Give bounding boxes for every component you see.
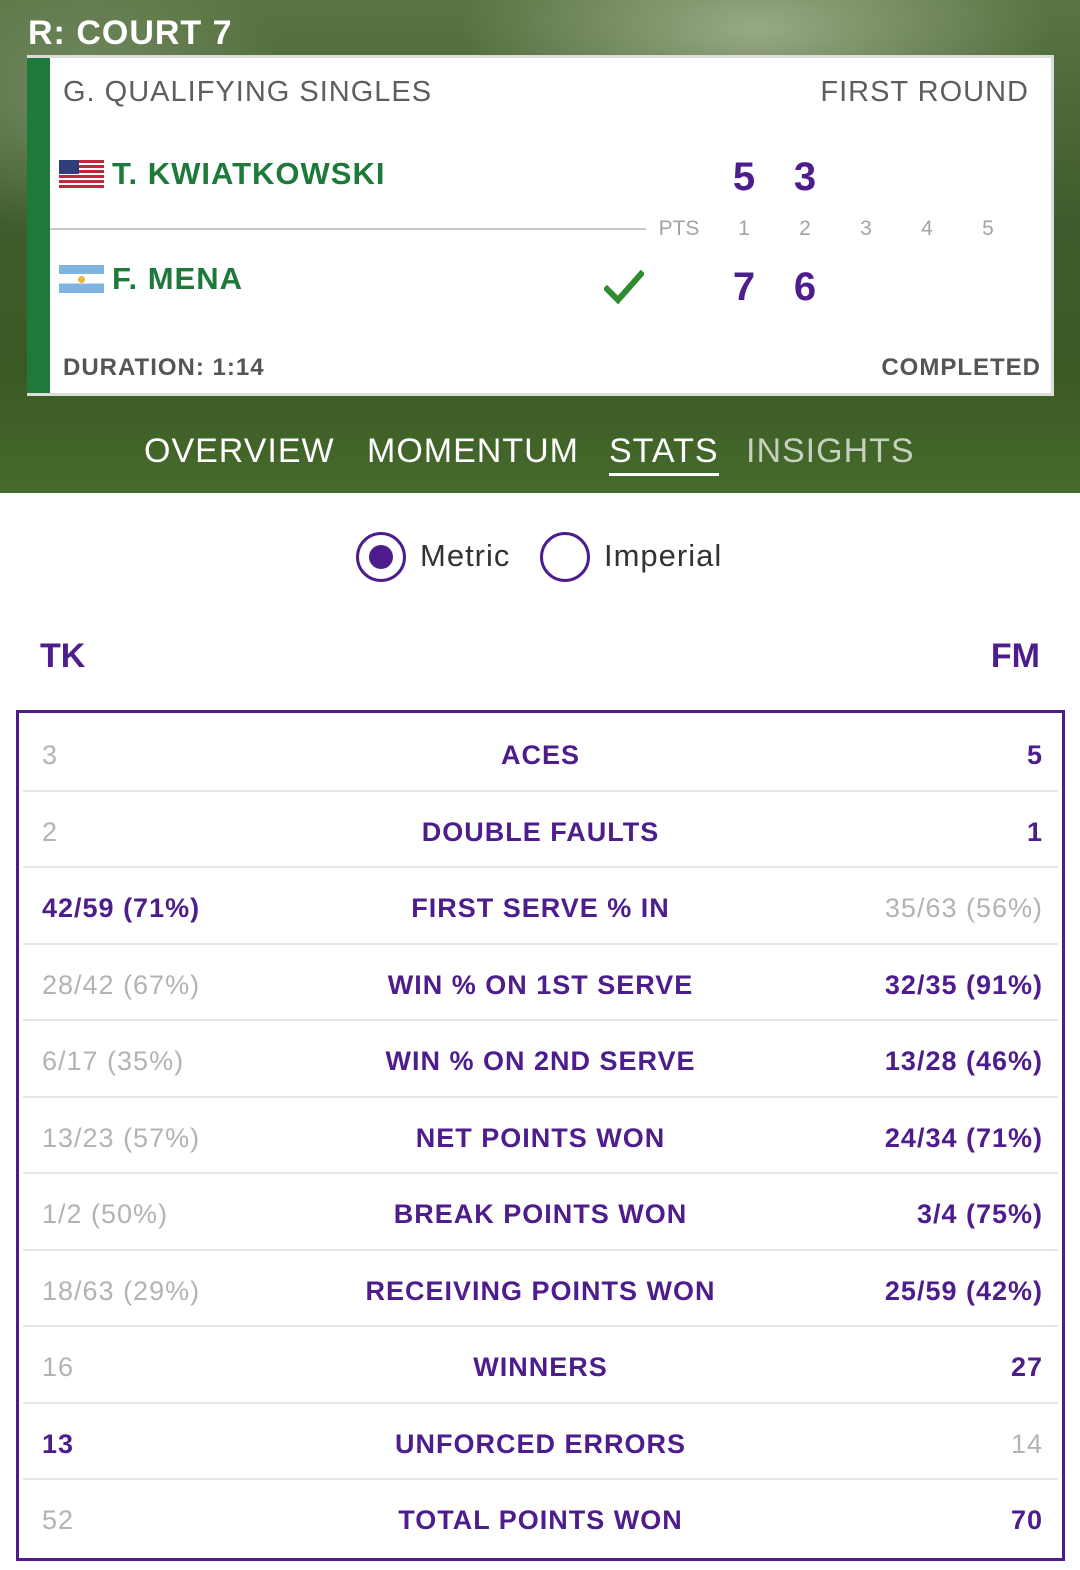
- stat-right-value: 35/63 (56%): [884, 893, 1043, 923]
- stat-right-value: 13/28 (46%): [884, 1046, 1043, 1076]
- stat-row: NET POINTS WON 13/23 (57%) 24/34 (71%): [23, 1098, 1058, 1174]
- radio-selected-dot: [369, 545, 393, 569]
- left-player-abbr: TK: [40, 637, 86, 675]
- player-row-2: F. MENA: [59, 261, 243, 297]
- stat-left-value: 18/63 (29%): [42, 1275, 201, 1306]
- set-header: 2: [799, 217, 811, 240]
- stat-row: WIN % ON 2ND SERVE 6/17 (35%) 13/28 (46%): [23, 1021, 1058, 1098]
- stat-label: TOTAL POINTS WON: [398, 1505, 683, 1535]
- stat-row: RECEIVING POINTS WON 18/63 (29%) 25/59 (42…: [23, 1251, 1058, 1327]
- stat-right-value: 24/34 (71%): [884, 1122, 1043, 1153]
- points-header: PTS: [658, 217, 700, 240]
- stat-left-value: 6/17 (35%): [42, 1046, 185, 1076]
- stat-right-value: 1: [1026, 816, 1043, 847]
- stat-left-value: 13/23 (57%): [42, 1122, 201, 1153]
- metric-radio[interactable]: [356, 532, 406, 582]
- stat-left-value: 52: [42, 1505, 75, 1535]
- stat-row: DOUBLE FAULTS 2 1: [23, 792, 1058, 868]
- stat-right-value: 32/35 (91%): [884, 969, 1043, 1000]
- tab-insights[interactable]: INSIGHTS: [746, 432, 915, 470]
- match-status: COMPLETED: [881, 354, 1041, 381]
- stat-label: DOUBLE FAULTS: [421, 816, 660, 847]
- stat-left-value: 3: [42, 740, 59, 770]
- set-header: 4: [921, 217, 933, 240]
- scoreboard-card[interactable]: G. QUALIFYING SINGLES FIRST ROUND T. KWI…: [27, 55, 1054, 396]
- stat-label: FIRST SERVE % IN: [411, 893, 670, 923]
- stat-row: TOTAL POINTS WON 52 70: [23, 1480, 1058, 1557]
- stat-label: WIN % ON 1ST SERVE: [387, 969, 694, 1000]
- stat-right-value: 70: [1010, 1505, 1043, 1535]
- stat-row: ACES 3 5: [23, 715, 1058, 792]
- set-score: 5: [732, 155, 756, 199]
- set-header: 3: [860, 217, 872, 240]
- match-duration: DURATION: 1:14: [63, 354, 265, 381]
- tab-overview[interactable]: OVERVIEW: [144, 432, 335, 470]
- set-header: 1: [738, 217, 750, 240]
- stat-left-value: 13: [42, 1428, 75, 1459]
- stat-right-value: 14: [1010, 1428, 1043, 1459]
- tab-stats[interactable]: STATS: [609, 432, 719, 476]
- scoreboard-accent-bar: [27, 58, 50, 393]
- stat-row: BREAK POINTS WON 1/2 (50%) 3/4 (75%): [23, 1174, 1058, 1251]
- stat-label: NET POINTS WON: [415, 1122, 666, 1153]
- stat-right-value: 5: [1026, 740, 1043, 770]
- stat-row: WIN % ON 1ST SERVE 28/42 (67%) 32/35 (91%): [23, 945, 1058, 1021]
- court-title: R: COURT 7: [28, 14, 233, 52]
- player-name: T. KWIATKOWSKI: [112, 156, 386, 191]
- set-score: 7: [732, 265, 756, 309]
- player-row-1: T. KWIATKOWSKI: [59, 156, 385, 192]
- unit-selector: Metric Imperial: [0, 530, 1080, 584]
- winner-check-icon: [604, 270, 644, 305]
- set-header: 5: [982, 217, 994, 240]
- imperial-radio[interactable]: [540, 532, 590, 582]
- imperial-label[interactable]: Imperial: [604, 538, 723, 573]
- usa-flag-icon: [59, 160, 104, 188]
- stat-row: UNFORCED ERRORS 13 14: [23, 1404, 1058, 1480]
- round-name: FIRST ROUND: [820, 76, 1029, 108]
- stat-label: WINNERS: [473, 1352, 608, 1382]
- argentina-flag-icon: [59, 265, 104, 293]
- stat-label: BREAK POINTS WON: [393, 1199, 688, 1229]
- tab-momentum[interactable]: MOMENTUM: [367, 432, 579, 470]
- stat-right-value: 25/59 (42%): [884, 1275, 1043, 1306]
- stat-left-value: 28/42 (67%): [42, 969, 201, 1000]
- stat-label: RECEIVING POINTS WON: [365, 1275, 716, 1306]
- stats-table: ACES 3 5 DOUBLE FAULTS 2 1 FIRST SERVE % IN 42/…: [16, 710, 1065, 1561]
- player-name: F. MENA: [112, 261, 243, 296]
- event-name: G. QUALIFYING SINGLES: [63, 76, 433, 108]
- stat-left-value: 42/59 (71%): [42, 893, 201, 923]
- stat-label: ACES: [500, 740, 580, 770]
- set-score: 3: [793, 155, 817, 199]
- match-header-background: R: COURT 7 G. QUALIFYING SINGLES FIRST R…: [0, 0, 1080, 493]
- stat-right-value: 3/4 (75%): [916, 1199, 1043, 1229]
- stat-label: UNFORCED ERRORS: [394, 1428, 686, 1459]
- metric-label[interactable]: Metric: [420, 538, 511, 573]
- stat-left-value: 2: [42, 816, 59, 847]
- right-player-abbr: FM: [990, 637, 1040, 675]
- player-divider: [50, 228, 646, 230]
- stat-right-value: 27: [1010, 1352, 1043, 1382]
- stat-row: FIRST SERVE % IN 42/59 (71%) 35/63 (56%): [23, 868, 1058, 945]
- stat-left-value: 16: [42, 1352, 75, 1382]
- set-score: 6: [793, 265, 817, 309]
- stat-row: WINNERS 16 27: [23, 1327, 1058, 1404]
- stat-left-value: 1/2 (50%): [42, 1199, 169, 1229]
- stat-label: WIN % ON 2ND SERVE: [385, 1046, 696, 1076]
